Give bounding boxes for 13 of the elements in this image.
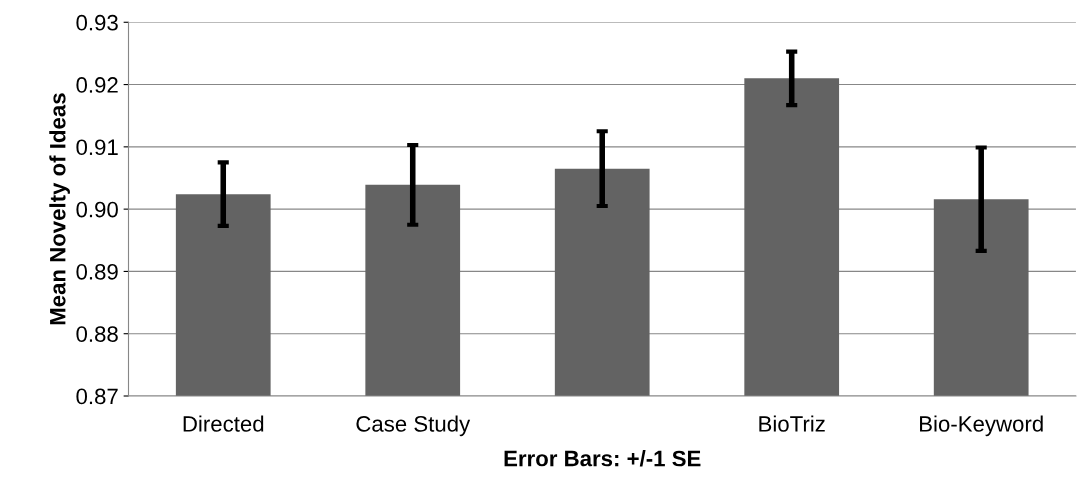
x-tick-label: Case Study <box>356 415 471 437</box>
x-axis-title: Error Bars: +/-1 SE <box>504 450 701 467</box>
x-tick-label: BioTriz <box>759 415 825 432</box>
y-tick-label: 0.88 <box>76 326 118 342</box>
y-tick-label: 0.87 <box>76 388 118 405</box>
y-tick-label: 0.89 <box>76 263 118 280</box>
y-tick-label: 0.92 <box>76 77 118 93</box>
y-tick-label: 0.91 <box>76 139 118 156</box>
y-tick-label: 0.93 <box>76 14 118 31</box>
x-tick-label: Bio-Keyword <box>920 415 1043 437</box>
x-tick-label: Directed <box>183 415 264 432</box>
y-axis-title: Mean Novelty of Ideas <box>49 93 70 325</box>
y-tick-label: 0.90 <box>76 201 118 218</box>
